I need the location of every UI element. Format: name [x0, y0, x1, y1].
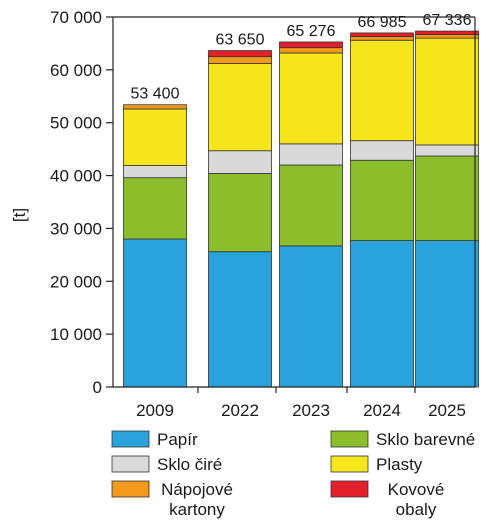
total-label-2022: 63 650	[216, 32, 265, 49]
bar-segment-2024-4	[350, 36, 414, 41]
bar-segment-2022-5	[208, 50, 272, 58]
y-tick-label-0: 0	[93, 378, 102, 397]
y-tick-label-70000: 70 000	[50, 8, 102, 27]
legend: Papír Sklo barevné Sklo čiré Plasty Nápojové…	[111, 430, 475, 519]
bar-segment-2025-0	[415, 240, 479, 388]
x-tick-label-2009: 2009	[136, 401, 174, 420]
bars-layer	[123, 30, 479, 388]
legend-swatch-3	[330, 455, 369, 473]
total-label-2024: 66 985	[358, 14, 407, 31]
legend-swatch-5	[330, 480, 369, 498]
bar-segment-2022-1	[208, 173, 272, 253]
total-label-2009: 53 400	[131, 86, 180, 103]
y-tick-label-10000: 10 000	[50, 325, 102, 344]
bar-segment-2009-0	[123, 238, 187, 388]
bar-segment-2025-2	[415, 144, 479, 157]
x-tick-label-2022: 2022	[221, 401, 259, 420]
labels-layer: 53 400 63 650 65 276 66 985 67 336	[131, 12, 472, 103]
x-tick-label-2023: 2023	[292, 401, 330, 420]
bar-segment-2023-5	[279, 41, 343, 49]
bar-segment-2023-0	[279, 245, 343, 388]
y-tick-label-20000: 20 000	[50, 272, 102, 291]
y-tick-label-50000: 50 000	[50, 114, 102, 133]
bar-segment-2023-2	[279, 143, 343, 166]
legend-swatch-4	[111, 480, 150, 498]
bar-segment-2022-3	[208, 63, 272, 152]
y-axis-label: [t]	[10, 208, 29, 222]
bar-segment-2023-4	[279, 47, 343, 54]
legend-swatch-0	[111, 430, 150, 448]
bar-segment-2009-4	[123, 104, 187, 110]
bar-segment-2023-1	[279, 164, 343, 247]
x-tick-label-2024: 2024	[363, 401, 401, 420]
legend-label-3: Plasty	[376, 455, 423, 474]
bar-segment-2022-4	[208, 56, 272, 64]
bar-segment-2009-3	[123, 108, 187, 166]
legend-swatch-1	[330, 430, 369, 448]
bar-segment-2024-0	[350, 240, 414, 388]
legend-label-2: Sklo čiré	[157, 455, 222, 474]
legend-swatch-2	[111, 455, 150, 473]
legend-label-4: Nápojové kartony	[161, 480, 233, 519]
bar-segment-2009-2	[123, 165, 187, 179]
bar-segment-2024-1	[350, 159, 414, 241]
bar-segment-2024-3	[350, 39, 414, 142]
bar-segment-2022-2	[208, 150, 272, 174]
bar-segment-2023-3	[279, 52, 343, 145]
bar-segment-2022-0	[208, 251, 272, 388]
legend-label-1: Sklo barevné	[376, 430, 475, 449]
bar-segment-2025-5	[415, 30, 479, 35]
legend-label-5: Kovové obaly	[388, 480, 445, 519]
bar-segment-2025-4	[415, 34, 479, 39]
y-tick-label-40000: 40 000	[50, 167, 102, 186]
bar-segment-2025-3	[415, 37, 479, 146]
total-label-2025: 67 336	[423, 12, 472, 29]
total-label-2023: 65 276	[287, 23, 336, 40]
y-tick-label-30000: 30 000	[50, 219, 102, 238]
y-tick-label-60000: 60 000	[50, 61, 102, 80]
axes-layer: 0 10 000 20 000 30 000 40 000 50 000 60 000 70 …	[10, 8, 476, 420]
legend-label-0: Papír	[157, 430, 198, 449]
x-tick-label-2025: 2025	[428, 401, 466, 420]
bar-segment-2024-2	[350, 140, 414, 161]
bar-segment-2025-1	[415, 155, 479, 241]
bar-segment-2009-1	[123, 177, 187, 240]
bar-segment-2024-5	[350, 32, 414, 37]
